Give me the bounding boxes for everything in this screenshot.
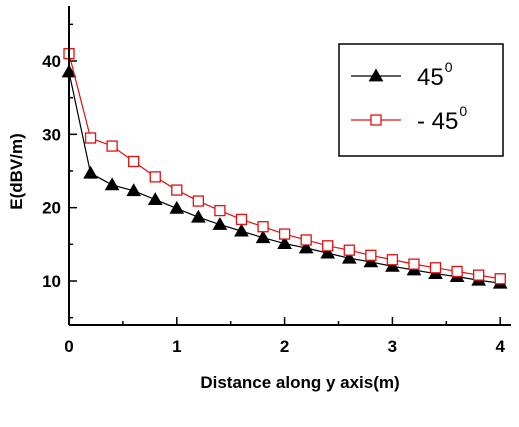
data-point	[192, 195, 205, 207]
tick-labels: 0 1 2 3 4 10 20 30 40	[42, 52, 505, 356]
data-point	[322, 240, 334, 252]
data-point	[171, 184, 183, 196]
data-point	[300, 234, 312, 246]
legend-box	[338, 43, 504, 157]
data-point	[128, 155, 140, 168]
legend-item-1: 45 0	[351, 59, 453, 91]
data-point	[104, 177, 120, 191]
data-point	[106, 140, 118, 152]
data-point	[365, 249, 377, 261]
x-axis-title: Distance along y axis(m)	[200, 373, 399, 392]
x-tick-label: 4	[495, 337, 505, 356]
data-point	[212, 217, 228, 230]
data-point	[320, 245, 336, 259]
legend-item-2: - 45 0	[351, 103, 467, 135]
data-point	[429, 262, 442, 274]
legend-label-superscript: 0	[445, 59, 453, 75]
y-tick-label: 20	[42, 199, 61, 218]
data-point	[494, 273, 506, 285]
series-2	[63, 48, 506, 285]
x-tick-label: 1	[172, 337, 181, 356]
y-axis-title: E(dBV/m)	[7, 133, 26, 210]
data-point	[214, 204, 226, 217]
data-point	[234, 223, 249, 237]
data-point	[278, 228, 291, 240]
data-point	[169, 200, 185, 214]
data-point	[363, 254, 379, 268]
axes	[68, 6, 511, 326]
data-point	[147, 192, 163, 205]
legend-label: - 45	[417, 108, 458, 135]
data-point	[257, 221, 269, 233]
data-point	[341, 250, 357, 264]
data-point	[451, 265, 463, 278]
x-tick-label: 2	[280, 337, 289, 356]
data-point	[385, 258, 400, 272]
data-point	[255, 230, 271, 244]
data-point	[370, 114, 382, 126]
data-point	[277, 236, 292, 249]
x-tick-label: 0	[64, 337, 73, 356]
y-tick-label: 40	[42, 52, 61, 71]
data-point	[235, 213, 248, 226]
series-layer	[61, 48, 508, 289]
data-point	[298, 240, 314, 254]
data-point	[84, 132, 97, 144]
data-point	[473, 269, 485, 281]
legend-label: 45	[417, 64, 444, 91]
data-point	[368, 68, 384, 82]
legend: 45 0- 45 0	[338, 43, 504, 157]
data-point	[149, 171, 161, 183]
legend-label-superscript: 0	[459, 103, 467, 119]
legend-items: 45 0- 45 0	[351, 59, 467, 135]
data-point	[126, 183, 142, 197]
data-point	[191, 209, 206, 223]
data-point	[386, 254, 399, 266]
y-tick-label: 10	[42, 272, 61, 291]
y-tick-label: 30	[42, 125, 61, 144]
data-point	[343, 244, 355, 256]
data-point	[408, 258, 420, 270]
x-tick-label: 3	[388, 337, 397, 356]
data-point	[83, 165, 98, 179]
